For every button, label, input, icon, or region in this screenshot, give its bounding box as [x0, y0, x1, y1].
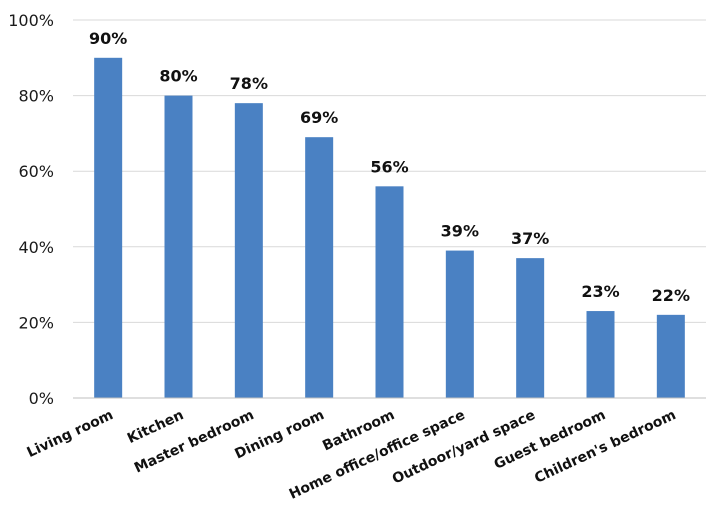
bar [375, 186, 404, 398]
y-tick-label: 0% [29, 389, 54, 408]
y-tick-label: 80% [18, 87, 54, 106]
data-label: 69% [300, 108, 338, 127]
data-label: 90% [89, 29, 127, 48]
data-label: 22% [652, 286, 690, 305]
data-label: 78% [230, 74, 268, 93]
bar [305, 137, 334, 398]
y-tick-label: 40% [18, 238, 54, 257]
bar [445, 250, 474, 398]
data-label: 56% [370, 157, 408, 176]
bar [234, 103, 263, 398]
x-category-label: Living room [25, 407, 116, 461]
bar [516, 258, 545, 398]
y-tick-label: 20% [18, 313, 54, 332]
data-label: 37% [511, 229, 549, 248]
x-category-label: Master bedroom [132, 407, 257, 476]
bar [94, 57, 123, 399]
bars [94, 57, 685, 399]
bar [164, 95, 193, 398]
data-labels: 90% 80% 78% 69% 56% 39% 37% 23% 22% [89, 29, 690, 305]
data-label: 23% [581, 282, 619, 301]
bar [656, 314, 685, 398]
bar [586, 311, 615, 398]
y-axis-tick-labels: 0% 20% 40% 60% 80% 100% [8, 11, 54, 408]
y-tick-label: 60% [18, 162, 54, 181]
y-tick-label: 100% [8, 11, 54, 30]
data-label: 80% [159, 67, 197, 86]
data-label: 39% [441, 222, 479, 241]
